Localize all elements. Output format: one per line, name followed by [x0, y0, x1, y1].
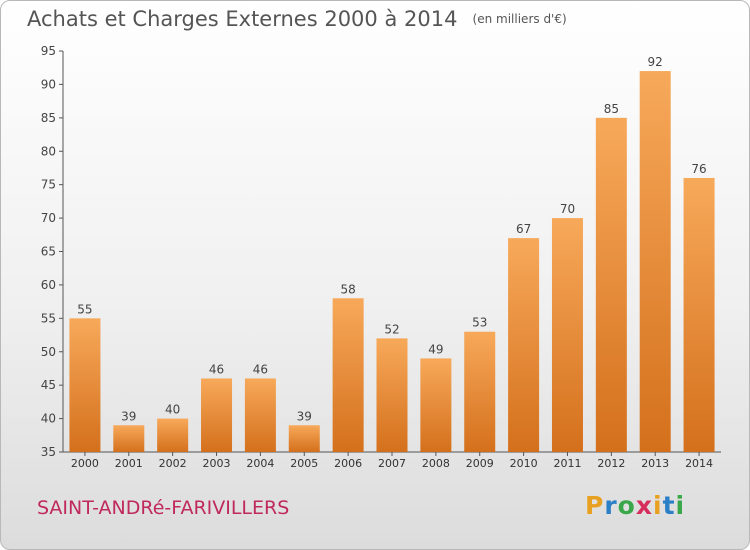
x-tick-label: 2013: [641, 457, 669, 470]
logo-letter: i: [675, 491, 686, 520]
data-label: 58: [340, 282, 355, 296]
bar: [551, 218, 583, 452]
y-tick-label: 75: [41, 178, 56, 192]
data-label: 49: [428, 342, 443, 356]
x-tick-label: 2003: [203, 457, 231, 470]
x-tick-label: 2009: [466, 457, 494, 470]
x-tick-label: 2007: [378, 457, 406, 470]
x-tick-label: 2012: [597, 457, 625, 470]
x-tick-label: 2002: [159, 457, 187, 470]
proxiti-logo: Proxiti: [585, 491, 685, 520]
data-label: 85: [604, 102, 619, 116]
x-tick-label: 2001: [115, 457, 143, 470]
data-label: 46: [253, 362, 268, 376]
logo-letter: o: [617, 491, 636, 520]
y-tick-label: 40: [41, 412, 56, 426]
y-tick-label: 45: [41, 378, 56, 392]
bar: [420, 358, 452, 452]
y-tick-label: 85: [41, 111, 56, 125]
x-tick-label: 2008: [422, 457, 450, 470]
x-tick-label: 2011: [553, 457, 581, 470]
bar: [69, 318, 101, 452]
bar: [683, 177, 715, 452]
data-label: 40: [165, 403, 180, 417]
data-label: 39: [297, 409, 312, 423]
place-name: SAINT-ANDRé-FARIVILLERS: [37, 497, 290, 519]
chart-title-block: Achats et Charges Externes 2000 à 2014 (…: [27, 7, 567, 31]
x-tick-label: 2004: [246, 457, 274, 470]
bar: [595, 117, 627, 452]
y-tick-label: 95: [41, 44, 56, 58]
bar: [201, 378, 233, 452]
data-label: 92: [648, 55, 663, 69]
bar: [157, 418, 189, 452]
x-tick-label: 2000: [71, 457, 99, 470]
bar: [508, 238, 540, 452]
y-tick-label: 60: [41, 278, 56, 292]
bar: [376, 338, 408, 452]
data-label: 46: [209, 362, 224, 376]
logo-letter: t: [662, 491, 676, 520]
bar: [464, 331, 496, 452]
y-tick-label: 55: [41, 311, 56, 325]
x-tick-label: 2005: [290, 457, 318, 470]
data-label: 67: [516, 222, 531, 236]
data-label: 55: [77, 302, 92, 316]
data-label: 39: [121, 409, 136, 423]
y-tick-label: 90: [41, 77, 56, 91]
x-tick-label: 2014: [685, 457, 713, 470]
logo-letter: i: [653, 491, 663, 520]
data-label: 53: [472, 316, 487, 330]
x-tick-label: 2010: [510, 457, 538, 470]
data-label: 76: [691, 162, 706, 176]
y-tick-label: 70: [41, 211, 56, 225]
y-tick-label: 80: [41, 144, 56, 158]
chart-title: Achats et Charges Externes 2000 à 2014: [27, 7, 458, 31]
bar: [332, 298, 364, 452]
data-label: 70: [560, 202, 575, 216]
bar: [113, 425, 145, 452]
bar: [639, 71, 671, 453]
chart-subtitle: (en milliers d'€): [472, 12, 567, 26]
logo-letter: x: [635, 491, 653, 520]
bar: [288, 425, 320, 452]
y-tick-label: 65: [41, 245, 56, 259]
logo-letter: r: [604, 491, 618, 520]
y-tick-label: 50: [41, 345, 56, 359]
x-tick-label: 2006: [334, 457, 362, 470]
data-label: 52: [384, 322, 399, 336]
y-tick-label: 35: [41, 445, 56, 459]
logo-letter: P: [585, 491, 605, 520]
bar: [244, 378, 276, 452]
